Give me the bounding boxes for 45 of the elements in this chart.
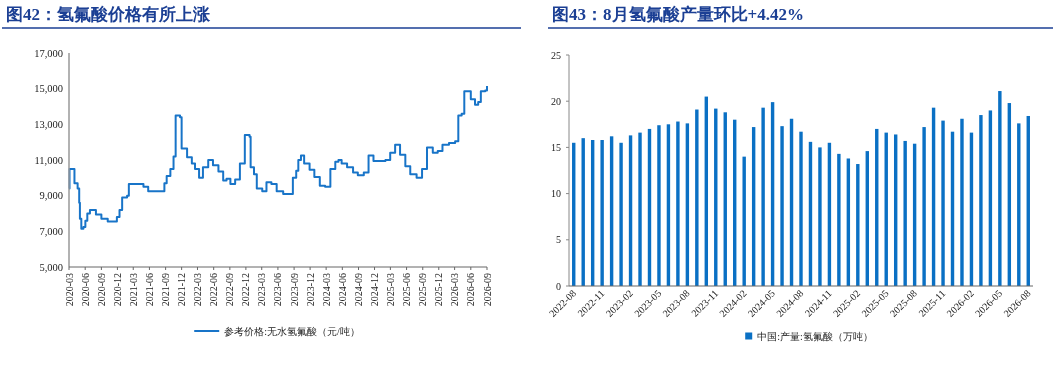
x-tick-label: 2025-12 [433,273,445,307]
chart-title: 图43：8月氢氟酸产量环比+4.42% [552,5,804,24]
x-tick-label: 2023-12 [304,273,316,307]
y-tick-label: 11,000 [34,154,63,166]
legend-label: 参考价格:无水氢氟酸（元/吨） [224,326,360,337]
x-tick-label: 2021-12 [176,273,188,307]
x-tick-label: 2025-06 [401,273,413,307]
y-tick-label: 17,000 [34,47,63,59]
x-tick-label: 2020-12 [111,273,123,307]
x-tick-label: 2024-06 [336,273,348,307]
x-tick-label: 2021-06 [143,273,155,307]
y-tick-label: 10 [551,188,561,200]
x-tick-label: 2025-03 [384,273,396,307]
y-tick-label: 7,000 [39,225,63,237]
chart-title: 图42：氢氟酸价格有所上涨 [6,5,211,24]
y-tick-label: 25 [551,49,561,61]
legend: 中国:产量:氢氟酸（万吨） [745,331,873,342]
x-tick-label: 2022-12 [240,273,252,307]
y-tick-label: 9,000 [39,190,63,202]
x-tick-label: 2023-03 [256,273,268,307]
x-tick-label: 2024-03 [320,273,332,307]
x-tick-label: 2023-09 [288,273,300,307]
x-tick-label: 2020-03 [63,273,75,307]
x-tick-label: 2022-06 [208,273,220,307]
y-tick-label: 0 [556,280,561,292]
x-tick-label: 2021-03 [127,273,139,307]
y-tick-label: 15 [551,141,561,153]
x-tick-label: 2026-03 [449,273,461,307]
x-tick-label: 2026-06 [465,273,477,307]
legend: 参考价格:无水氢氟酸（元/吨） [193,326,360,337]
x-tick-label: 2026-09 [481,273,493,307]
y-tick-label: 20 [551,95,561,107]
y-tick-label: 5,000 [39,261,63,273]
x-tick-label: 2023-06 [272,273,284,307]
y-tick-label: 5 [556,234,561,246]
x-tick-label: 2020-06 [79,273,91,307]
x-tick-label: 2024-12 [369,273,381,307]
y-tick-label: 15,000 [34,83,63,95]
x-tick-label: 2020-09 [95,273,107,307]
x-tick-label: 2025-09 [417,273,429,307]
x-tick-label: 2024-09 [353,273,365,307]
x-tick-label: 2021-09 [160,273,172,307]
x-tick-label: 2022-03 [191,273,203,307]
x-tick-label: 2022-09 [224,273,236,307]
y-tick-label: 13,000 [34,118,63,130]
